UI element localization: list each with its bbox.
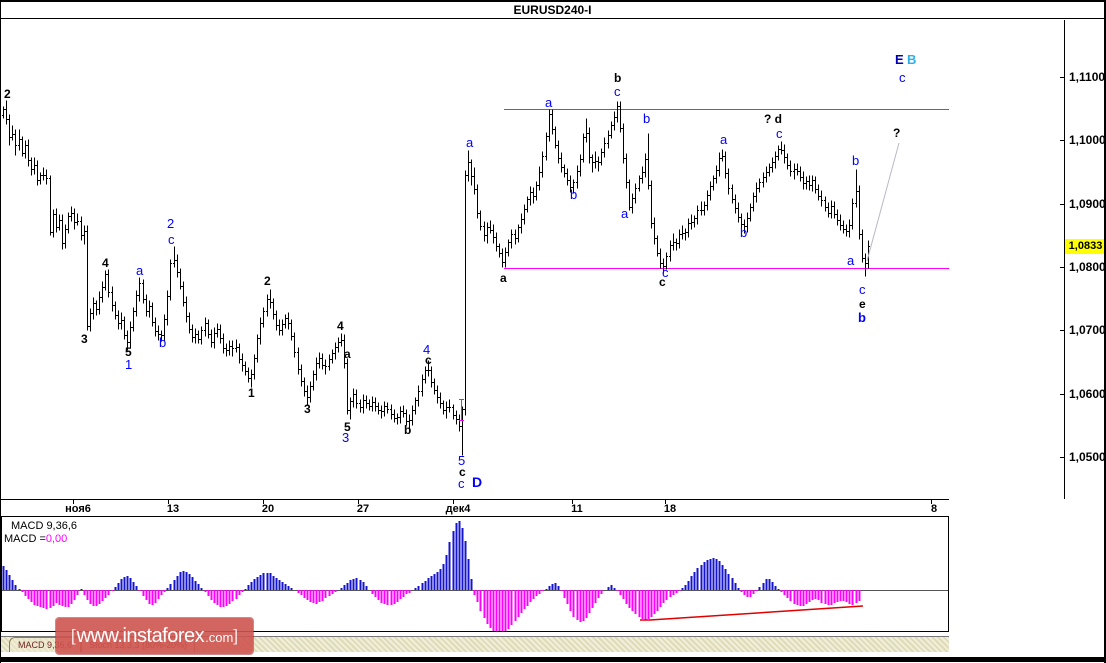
wave-label: 3: [81, 332, 88, 346]
x-axis-label: 13: [166, 503, 180, 515]
wave-label: 5: [458, 453, 466, 468]
wave-label: c: [168, 232, 175, 247]
wave-label: 4: [337, 319, 344, 333]
wave-label: 2: [167, 216, 175, 231]
wave-label: b: [852, 153, 860, 168]
banner-bracket-left: [: [70, 626, 76, 645]
wave-label: 3: [342, 430, 350, 445]
wave-label: 1: [125, 357, 133, 372]
wave-label: ? d: [764, 112, 782, 126]
wave-label: a: [545, 95, 553, 110]
wave-label: c: [425, 353, 432, 367]
wave-label: c: [662, 265, 669, 280]
x-axis-label: 27: [356, 503, 370, 515]
macd-panel-border: [1, 516, 949, 632]
wave-label: b: [159, 335, 167, 350]
macd-value: 0,00: [45, 533, 68, 545]
x-axis-label: ноя6: [65, 503, 91, 515]
wave-label: a: [847, 253, 855, 268]
y-axis-label: 1,0900: [1069, 197, 1106, 211]
macd-histogram-positive: [2, 521, 780, 590]
wave-label: a: [500, 271, 507, 285]
y-axis-label: 1,0500: [1069, 450, 1106, 464]
wave-label: c: [776, 126, 783, 141]
wave-label: 4: [423, 342, 431, 357]
wave-label: ?: [893, 126, 901, 140]
wave-label: B: [907, 52, 917, 67]
macd-histogram-negative: [21, 590, 861, 631]
projection-line: [866, 142, 900, 262]
wave-label: a: [344, 347, 351, 361]
wave-label: 5: [125, 345, 132, 359]
banner-url: www.instaforex: [76, 624, 205, 647]
wave-label: a: [621, 206, 629, 221]
wave-label: 4: [102, 256, 109, 270]
wave-label: 2: [4, 87, 11, 101]
wave-label: 1: [248, 386, 255, 400]
wave-label: D: [472, 474, 483, 490]
wave-label: a: [136, 263, 144, 278]
x-axis-label: 8: [930, 503, 938, 515]
wave-label: b: [614, 71, 622, 85]
wave-label: b: [740, 225, 748, 240]
wave-label: c: [859, 282, 866, 297]
wave-label: E: [895, 52, 904, 67]
wave-label: c: [459, 465, 466, 479]
banner-bracket-right: ]: [233, 626, 239, 645]
wave-label: b: [643, 111, 651, 126]
page-title: EURUSD240-I: [513, 3, 592, 17]
instaforex-watermark[interactable]: [ www.instaforex .com ]: [56, 618, 253, 654]
wave-label: c: [659, 275, 666, 289]
y-axis-label: 1,0600: [1069, 387, 1106, 401]
y-axis-label: 1,1100: [1069, 70, 1106, 84]
macd-indicator-title: MACD 9,36,6: [11, 520, 78, 532]
wave-label: b: [858, 310, 866, 325]
wave-label: a: [466, 135, 474, 150]
wave-label: 3: [304, 402, 311, 416]
banner-url-suffix: .com: [205, 630, 234, 645]
macd-value-readout: MACD =0,00: [4, 533, 67, 545]
magenta-marker: [459, 399, 464, 421]
wave-label: c: [899, 70, 906, 85]
x-axis-label: 18: [663, 503, 677, 515]
wave-label: e: [859, 297, 866, 311]
y-axis-label: 1,1000: [1069, 133, 1106, 147]
wave-label: b: [570, 187, 578, 202]
y-axis-label: 1,0700: [1069, 323, 1106, 337]
ohlc-bars: [2, 100, 870, 456]
window-bottom-border: [1, 657, 1104, 662]
wave-label: c: [614, 84, 621, 99]
x-axis-label: 20: [261, 503, 275, 515]
y-axis-label: 1,0800: [1069, 260, 1106, 274]
x-axis-label: дек4: [445, 503, 471, 515]
wave-label: 5: [344, 420, 351, 434]
macd-value-label: MACD =: [4, 533, 46, 545]
current-price-tag: 1,0833: [1065, 239, 1104, 254]
wave-label: c: [458, 476, 465, 491]
title-bar[interactable]: EURUSD240-I: [1, 2, 1104, 19]
wave-label: b: [404, 423, 412, 437]
wave-label: a: [720, 132, 728, 147]
x-axis-label: 11: [571, 503, 583, 515]
wave-label: 2: [264, 274, 271, 288]
macd-trendline: [640, 605, 864, 621]
